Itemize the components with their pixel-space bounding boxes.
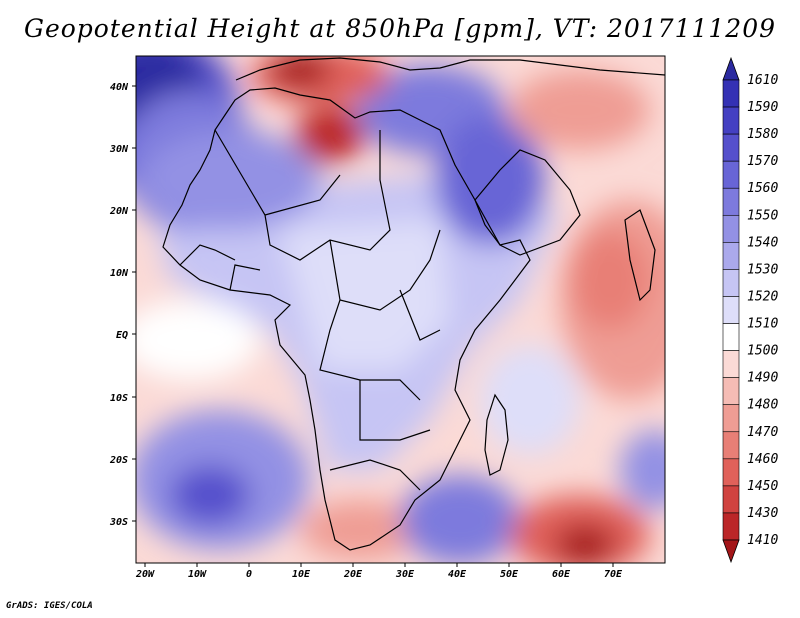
colorbar: 1610 1590 1580 1570 1560 1550 1540 1530 1520 1510… <box>722 56 778 564</box>
med-core <box>270 56 330 88</box>
plot-frame <box>135 55 666 564</box>
s-africa-red <box>300 500 420 560</box>
colorbar-label: 1520 <box>747 289 778 304</box>
lon-axis: 20W 10W 0 10E 20E 30E 40E 50E 60E 70E <box>135 569 623 580</box>
lat-label: 30N <box>109 144 129 155</box>
lon-label: 50E <box>500 569 519 580</box>
footer-credit: GrADS: IGES/COLA <box>6 601 93 611</box>
height-field <box>136 56 665 563</box>
lon-label: 30E <box>395 569 415 580</box>
colorbar-label: 1480 <box>747 398 778 413</box>
lon-label: 60E <box>552 569 571 580</box>
colorbar-swatch <box>722 106 740 135</box>
lon-label: 20E <box>343 569 363 580</box>
lat-label: EQ <box>116 330 128 341</box>
colorbar-label: 1610 <box>747 73 778 88</box>
lat-label: 20N <box>109 206 129 217</box>
colorbar-swatch <box>722 187 740 216</box>
indian-red-core <box>570 230 650 330</box>
lon-label: 10E <box>292 569 311 580</box>
lat-label: 20S <box>109 455 128 466</box>
colorbar-swatch <box>722 512 740 541</box>
s-indian-core <box>555 525 615 563</box>
lon-label: 0 <box>246 569 252 580</box>
colorbar-swatch <box>722 160 740 189</box>
s-atlantic-core <box>170 465 250 525</box>
colorbar-swatch <box>722 79 740 108</box>
colorbar-label: 1470 <box>747 425 778 440</box>
colorbar-label: 1490 <box>747 371 778 386</box>
colorbar-label: 1550 <box>747 208 778 223</box>
colorbar-swatch <box>722 214 740 243</box>
africa-coast <box>162 87 531 551</box>
colorbar-swatch <box>722 350 740 378</box>
india <box>624 209 656 302</box>
lon-label: 70E <box>604 569 623 580</box>
lat-label: 10N <box>110 268 129 279</box>
colorbar-label: 1410 <box>747 533 778 548</box>
lon-label: 10W <box>188 569 207 580</box>
colorbar-swatch <box>722 242 740 270</box>
lat-label: 40N <box>110 82 129 93</box>
colorbar-swatch <box>722 133 740 162</box>
coastlines <box>162 57 665 551</box>
asia-red <box>510 70 650 150</box>
colorbar-label: 1510 <box>747 317 778 332</box>
lat-label: 10S <box>110 393 128 404</box>
colorbar-label: 1560 <box>747 181 778 196</box>
colorbar-swatch <box>722 323 740 351</box>
colorbar-label: 1540 <box>747 235 778 250</box>
se-blue <box>620 430 665 510</box>
arabia-coast <box>474 149 581 256</box>
europe-coast <box>235 57 665 81</box>
colorbar-swatch <box>722 377 740 406</box>
lon-label: 40E <box>448 569 467 580</box>
sahara-blue <box>140 130 320 230</box>
atl-white <box>136 300 260 380</box>
country-borders <box>214 129 441 491</box>
colorbar-swatch <box>722 296 740 324</box>
colorbar-swatch <box>722 431 740 460</box>
colorbar-label: 1580 <box>747 127 778 142</box>
lon-label: 20W <box>135 569 155 580</box>
madagascar <box>484 393 509 476</box>
colorbar-swatch <box>722 269 740 297</box>
ind-white <box>480 345 580 455</box>
colorbar-label: 1430 <box>747 506 778 521</box>
colorbar-arrow-top <box>722 56 740 81</box>
colorbar-label: 1500 <box>747 344 778 359</box>
colorbar-label: 1590 <box>747 100 778 115</box>
moz-blue <box>400 475 520 563</box>
chart-title: Geopotential Height at 850hPa [gpm], VT:… <box>23 14 777 43</box>
libya-red <box>295 107 365 163</box>
lat-axis: 40N 30N 20N 10N EQ 10S 20S 30S <box>109 82 129 528</box>
colorbar-label: 1460 <box>747 452 778 467</box>
arabia-blue <box>435 115 545 245</box>
colorbar-arrow-bottom <box>722 539 740 564</box>
colorbar-swatch <box>722 404 740 433</box>
tick-marks <box>132 85 614 567</box>
west-africa-borders <box>179 244 261 291</box>
colorbar-swatch <box>722 458 740 487</box>
colorbar-label: 1570 <box>747 154 778 169</box>
central-africa-field <box>280 220 450 370</box>
lat-label: 30S <box>109 517 128 528</box>
colorbar-label: 1450 <box>747 479 778 494</box>
colorbar-swatch <box>722 485 740 514</box>
colorbar-label: 1530 <box>747 262 778 277</box>
